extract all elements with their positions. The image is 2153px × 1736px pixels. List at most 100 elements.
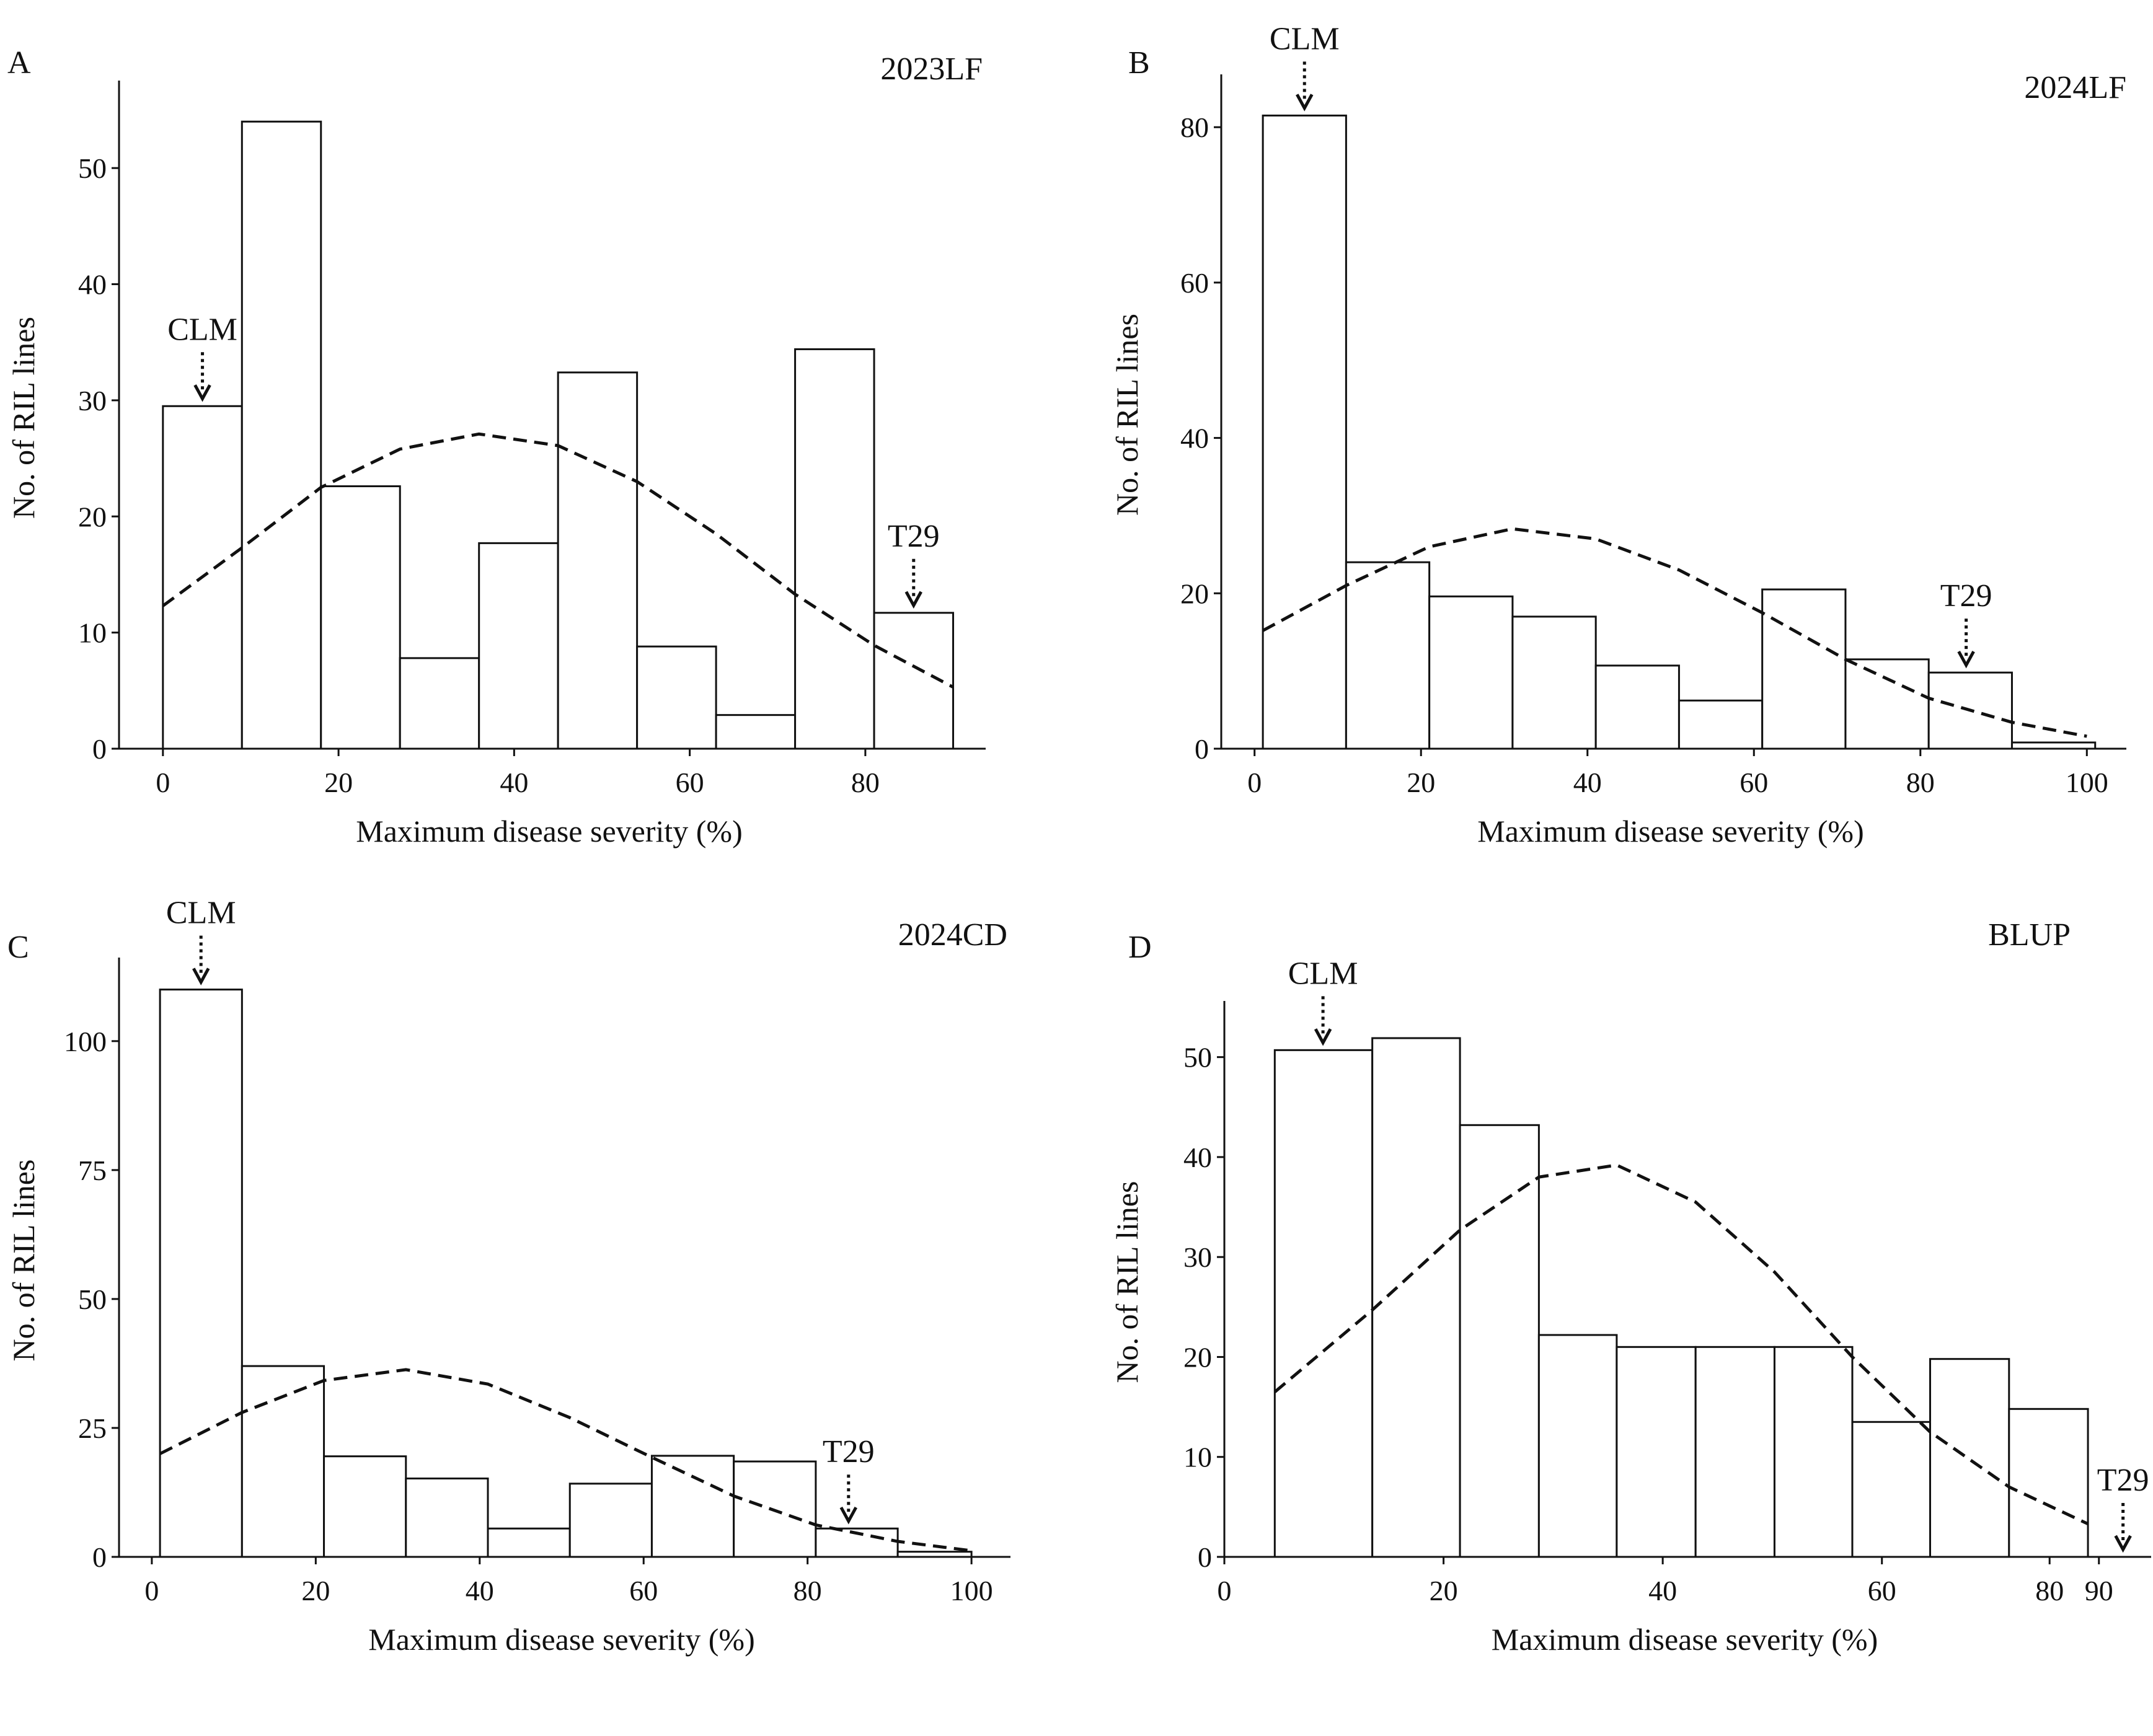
- histogram-bar: [794, 348, 875, 750]
- panel-title: 2024CD: [898, 917, 1007, 953]
- y-tick-label: 40: [78, 269, 107, 301]
- x-tick-label: 0: [156, 767, 170, 798]
- x-tick-label: 20: [301, 1575, 330, 1606]
- fit-curve: [1273, 1163, 2089, 1526]
- arrow-head-icon: [1957, 650, 1975, 669]
- annotation-clm: CLM: [1270, 21, 1340, 112]
- histogram-bar: [159, 989, 243, 1558]
- annotation-clm: CLM: [166, 896, 236, 985]
- histogram-bar: [1594, 664, 1680, 750]
- panel-letter: D: [1128, 930, 1152, 965]
- y-tick-label: 75: [78, 1155, 107, 1186]
- y-tick-label: 0: [92, 1541, 107, 1573]
- y-tick-label: 0: [1195, 733, 1209, 765]
- arrow-head-icon: [193, 384, 211, 402]
- y-axis-label: No. of RIL lines: [6, 317, 41, 519]
- panel-d: D BLUP 0 10 20 30 40 50 0 20 40 60 80 90 Maximum disea…: [1110, 917, 2151, 1657]
- x-tick-label: 0: [1218, 1575, 1232, 1606]
- y-tick-label: 50: [78, 1284, 107, 1315]
- annotation-label: CLM: [167, 312, 237, 347]
- annotation-t29: T29: [2097, 1463, 2149, 1553]
- panel-title: 2024LF: [2024, 70, 2126, 105]
- histogram-bar: [1537, 1334, 1618, 1558]
- annotation-clm: CLM: [167, 312, 237, 402]
- x-tick-label: 20: [324, 767, 353, 798]
- x-tick-label: 60: [676, 767, 704, 798]
- y-tick-label: 40: [1180, 423, 1209, 454]
- y-axis-label: No. of RIL lines: [6, 1160, 41, 1362]
- y-tick-label: 0: [92, 733, 107, 765]
- panel-letter: C: [7, 930, 29, 965]
- x-tick-label: 60: [1740, 767, 1768, 798]
- y-tick-label: 30: [1183, 1241, 1212, 1273]
- y-tick-label: 20: [1183, 1341, 1212, 1373]
- x-tick-label: 80: [2035, 1575, 2064, 1606]
- x-tick-label: 40: [1573, 767, 1602, 798]
- y-tick-label: 25: [78, 1412, 107, 1444]
- annotation-label: CLM: [1288, 956, 1358, 991]
- panel-title: 2023LF: [880, 51, 983, 87]
- histogram-bar: [487, 1527, 571, 1558]
- histogram-bar: [1773, 1346, 1854, 1558]
- x-tick-label: 60: [1868, 1575, 1896, 1606]
- fit-curve: [162, 432, 954, 689]
- x-axis-label: Maximum disease severity (%): [356, 814, 742, 848]
- histogram-bar: [1844, 658, 1930, 750]
- arrow-head-icon: [2114, 1535, 2132, 1553]
- annotation-label: CLM: [166, 896, 236, 931]
- panel-c: C 2024CD 0 25 50 75 100 0 20 40 60 80 100 Maximum dis…: [6, 896, 1010, 1657]
- histogram-bar: [399, 657, 480, 750]
- histogram-bar: [1459, 1124, 1540, 1558]
- histogram-bar: [1511, 615, 1597, 750]
- x-tick-label: 100: [950, 1575, 993, 1606]
- x-tick-label: 20: [1407, 767, 1435, 798]
- y-tick-label: 100: [64, 1026, 107, 1057]
- y-axis-label: No. of RIL lines: [1110, 1181, 1144, 1383]
- histogram-bar: [636, 645, 717, 750]
- x-tick-label: 80: [851, 767, 880, 798]
- y-tick-label: 50: [78, 152, 107, 184]
- histogram-bar: [568, 1483, 653, 1558]
- histogram-bar: [1616, 1346, 1697, 1558]
- x-axis-label: Maximum disease severity (%): [368, 1622, 754, 1657]
- y-tick-label: 0: [1198, 1541, 1212, 1573]
- arrow-head-icon: [839, 1507, 857, 1525]
- histogram-bar: [1678, 699, 1764, 750]
- histogram-bar: [2008, 1408, 2089, 1558]
- annotation-label: T29: [823, 1434, 875, 1469]
- histogram-bar: [241, 1365, 325, 1558]
- x-tick-label: 0: [144, 1575, 159, 1606]
- x-tick-label: 0: [1247, 767, 1262, 798]
- x-axis-label: Maximum disease severity (%): [1492, 1622, 1878, 1657]
- y-tick-label: 10: [1183, 1442, 1212, 1473]
- histogram-bar: [1273, 1049, 1374, 1558]
- x-tick-label: 40: [466, 1575, 494, 1606]
- arrow-head-icon: [1296, 94, 1314, 112]
- histogram-bar: [650, 1455, 735, 1558]
- panel-title: BLUP: [1988, 917, 2071, 953]
- annotation-t29: T29: [888, 519, 940, 609]
- annotation-clm: CLM: [1288, 956, 1358, 1046]
- y-tick-label: 40: [1183, 1142, 1212, 1173]
- histogram-bar: [1371, 1037, 1461, 1558]
- histogram-bar: [715, 714, 797, 750]
- x-tick-label: 80: [794, 1575, 822, 1606]
- histogram-bar: [1761, 588, 1847, 750]
- x-axis-label: Maximum disease severity (%): [1477, 814, 1863, 848]
- x-tick-label: 40: [1648, 1575, 1677, 1606]
- arrow-head-icon: [1314, 1028, 1332, 1046]
- annotation-t29: T29: [823, 1434, 875, 1525]
- histogram-bar: [1262, 114, 1347, 750]
- arrow-head-icon: [904, 591, 922, 609]
- fit-curve: [1262, 527, 2087, 738]
- histogram-bar: [2010, 741, 2097, 750]
- histogram-bar: [241, 120, 322, 750]
- histogram-bar: [478, 542, 559, 750]
- histogram-bar: [1345, 561, 1431, 750]
- annotation-label: T29: [1940, 578, 1992, 614]
- histogram-bar: [405, 1478, 489, 1558]
- arrow-head-icon: [192, 967, 210, 985]
- y-tick-label: 60: [1180, 267, 1209, 299]
- histogram-bar: [1929, 1358, 2010, 1558]
- histogram-bar: [323, 1455, 407, 1558]
